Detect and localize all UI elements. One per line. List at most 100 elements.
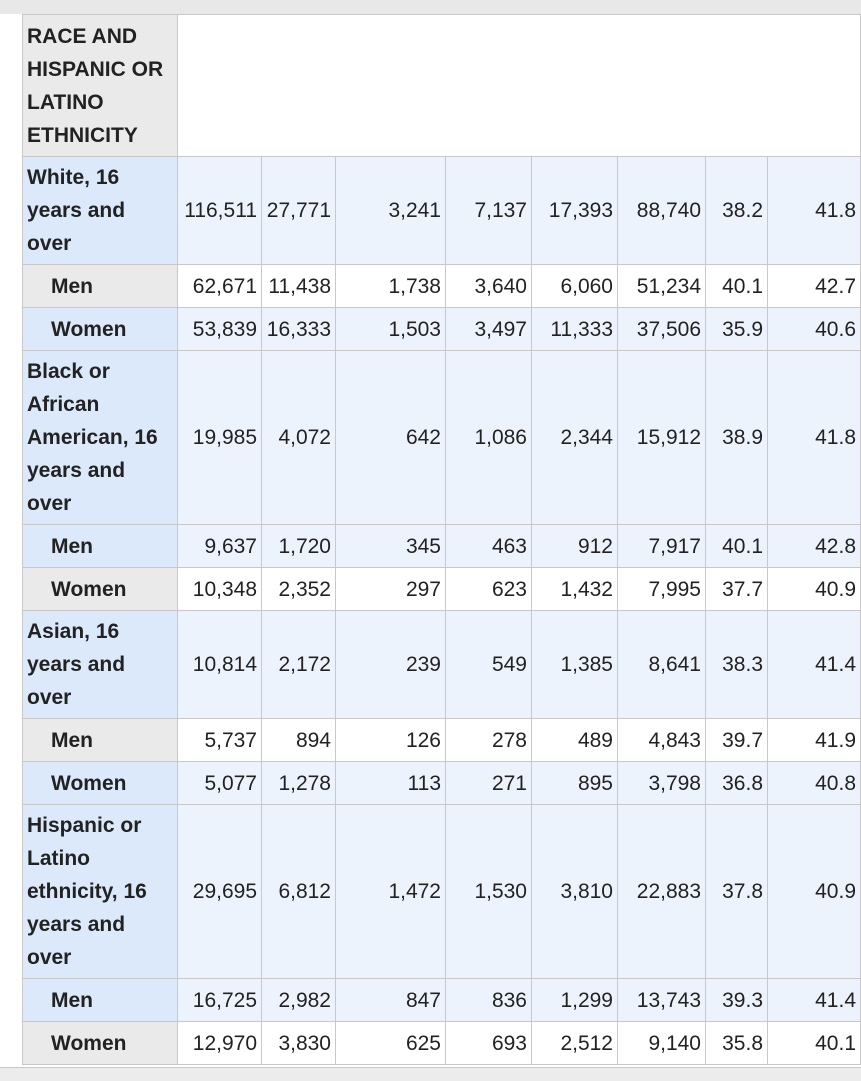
table-cell: 116,511 — [177, 156, 262, 265]
table-cell: 3,241 — [335, 156, 446, 265]
table-cell: 42.7 — [767, 264, 861, 308]
table-row: White, 16 years and over 116,511 27,771 3,2… — [22, 156, 861, 265]
table-cell: 549 — [445, 610, 532, 719]
table-cell: 7,917 — [617, 524, 706, 568]
table-cell: 126 — [335, 718, 446, 762]
table-row: Women 5,077 1,278 113 271 895 3,798 36.8 40.8 — [22, 761, 861, 805]
table-row: Women 12,970 3,830 625 693 2,512 9,140 35.8 40.1 — [22, 1021, 861, 1065]
subgroup-label: Women — [22, 761, 178, 805]
table-cell: 40.8 — [767, 761, 861, 805]
table-cell: 5,737 — [177, 718, 262, 762]
table-cell: 17,393 — [531, 156, 618, 265]
subgroup-label: Women — [22, 307, 178, 351]
table-cell: 1,738 — [335, 264, 446, 308]
table-cell: 38.9 — [705, 350, 768, 525]
table-cell: 1,720 — [261, 524, 336, 568]
table-cell: 36.8 — [705, 761, 768, 805]
table-cell: 1,503 — [335, 307, 446, 351]
table-header-row: RACE AND HISPANIC OR LATINO ETHNICITY — [22, 14, 861, 157]
group-label: Asian, 16 years and over — [22, 610, 178, 719]
table-cell: 3,497 — [445, 307, 532, 351]
table-cell: 3,830 — [261, 1021, 336, 1065]
table-cell: 1,472 — [335, 804, 446, 979]
table-cell: 345 — [335, 524, 446, 568]
table-cell: 9,637 — [177, 524, 262, 568]
table-cell: 11,438 — [261, 264, 336, 308]
table-row: Men 9,637 1,720 345 463 912 7,917 40.1 42.8 — [22, 524, 861, 568]
table-cell: 37.7 — [705, 567, 768, 611]
table-cell: 2,512 — [531, 1021, 618, 1065]
table-cell: 40.9 — [767, 804, 861, 979]
table-cell: 41.8 — [767, 156, 861, 265]
table-cell: 37.8 — [705, 804, 768, 979]
table-cell: 623 — [445, 567, 532, 611]
table-row: Women 10,348 2,352 297 623 1,432 7,995 37.7 40.9 — [22, 567, 861, 611]
bottom-scroll-strip — [0, 1067, 861, 1081]
header-blank-area — [177, 14, 861, 157]
subgroup-label: Women — [22, 567, 178, 611]
table-cell: 40.6 — [767, 307, 861, 351]
table-cell: 693 — [445, 1021, 532, 1065]
table-cell: 113 — [335, 761, 446, 805]
subgroup-label: Men — [22, 718, 178, 762]
table-cell: 2,344 — [531, 350, 618, 525]
group-label: White, 16 years and over — [22, 156, 178, 265]
table-cell: 271 — [445, 761, 532, 805]
table-cell: 11,333 — [531, 307, 618, 351]
table-cell: 1,299 — [531, 978, 618, 1022]
table-cell: 27,771 — [261, 156, 336, 265]
table-cell: 463 — [445, 524, 532, 568]
table-cell: 239 — [335, 610, 446, 719]
top-scroll-strip — [0, 0, 861, 15]
table-cell: 40.1 — [705, 264, 768, 308]
table-cell: 6,060 — [531, 264, 618, 308]
table-cell: 12,970 — [177, 1021, 262, 1065]
table-cell: 7,137 — [445, 156, 532, 265]
table-row: Men 62,671 11,438 1,738 3,640 6,060 51,234 40.1… — [22, 264, 861, 308]
table-cell: 41.4 — [767, 610, 861, 719]
table-cell: 7,995 — [617, 567, 706, 611]
table-cell: 3,798 — [617, 761, 706, 805]
table-row: Asian, 16 years and over 10,814 2,172 239 54… — [22, 610, 861, 719]
table-cell: 35.9 — [705, 307, 768, 351]
table-cell: 8,641 — [617, 610, 706, 719]
table-row: Men 16,725 2,982 847 836 1,299 13,743 39.3 41.4 — [22, 978, 861, 1022]
table-cell: 836 — [445, 978, 532, 1022]
table-cell: 19,985 — [177, 350, 262, 525]
table-cell: 4,843 — [617, 718, 706, 762]
table-cell: 3,640 — [445, 264, 532, 308]
table-cell: 22,883 — [617, 804, 706, 979]
table-cell: 297 — [335, 567, 446, 611]
table-cell: 35.8 — [705, 1021, 768, 1065]
table-cell: 29,695 — [177, 804, 262, 979]
race-ethnicity-table: RACE AND HISPANIC OR LATINO ETHNICITY Wh… — [22, 14, 861, 1065]
table-row: Men 5,737 894 126 278 489 4,843 39.7 41.9 — [22, 718, 861, 762]
table-cell: 1,385 — [531, 610, 618, 719]
table-cell: 1,530 — [445, 804, 532, 979]
table-cell: 10,814 — [177, 610, 262, 719]
race-ethnicity-header: RACE AND HISPANIC OR LATINO ETHNICITY — [22, 14, 178, 157]
table-row: Hispanic or Latino ethnicity, 16 years a… — [22, 804, 861, 979]
table-cell: 9,140 — [617, 1021, 706, 1065]
table-cell: 88,740 — [617, 156, 706, 265]
table-cell: 16,725 — [177, 978, 262, 1022]
table-cell: 895 — [531, 761, 618, 805]
table-cell: 39.3 — [705, 978, 768, 1022]
table-cell: 847 — [335, 978, 446, 1022]
table-cell: 6,812 — [261, 804, 336, 979]
table-cell: 40.9 — [767, 567, 861, 611]
table-cell: 38.2 — [705, 156, 768, 265]
subgroup-label: Men — [22, 524, 178, 568]
table-row: Women 53,839 16,333 1,503 3,497 11,333 37,506 3… — [22, 307, 861, 351]
group-label: Black or African American, 16 years and … — [22, 350, 178, 525]
table-cell: 10,348 — [177, 567, 262, 611]
table-cell: 642 — [335, 350, 446, 525]
table-cell: 40.1 — [705, 524, 768, 568]
table-cell: 16,333 — [261, 307, 336, 351]
table-row: Black or African American, 16 years and … — [22, 350, 861, 525]
table-cell: 41.4 — [767, 978, 861, 1022]
subgroup-label: Men — [22, 978, 178, 1022]
table-cell: 5,077 — [177, 761, 262, 805]
table-cell: 2,982 — [261, 978, 336, 1022]
table-cell: 2,172 — [261, 610, 336, 719]
